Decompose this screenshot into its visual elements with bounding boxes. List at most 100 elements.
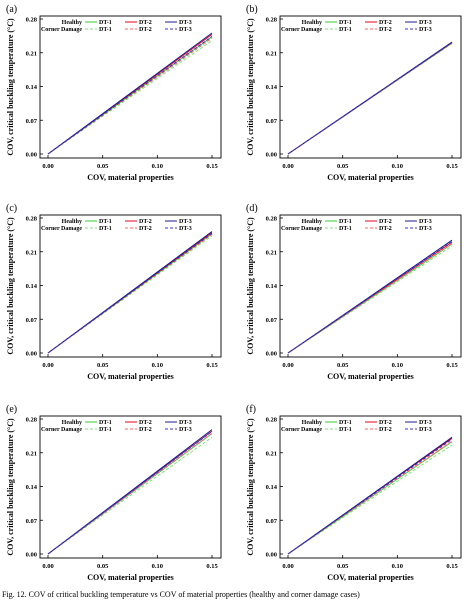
x-tick-label: 0.00 <box>42 362 53 369</box>
x-tick-label: 0.15 <box>206 362 218 369</box>
y-axis-title: COV, critical buckling temperature (°C) <box>246 217 255 355</box>
legend-row-label: Healthy <box>302 219 322 225</box>
chart-panel-2: (b) 0.00 0.07 0.14 0.21 0.28 0.00 0.05 0.10 0.15 C… <box>246 4 462 182</box>
series-line <box>47 235 213 354</box>
legend-row-label: Healthy <box>62 20 82 26</box>
x-tick-label: 0.10 <box>392 563 403 570</box>
x-tick-label: 0.10 <box>392 163 403 170</box>
y-tick-label: 0.14 <box>26 484 38 491</box>
series-line <box>47 40 213 155</box>
y-tick-label: 0.28 <box>266 417 278 424</box>
x-tick-label: 0.05 <box>337 163 349 170</box>
series-line <box>287 41 453 155</box>
y-tick-label: 0.14 <box>266 283 278 290</box>
panel-label: (c) <box>6 203 17 214</box>
legend-row-label: Corner Damage <box>41 226 82 232</box>
series-line <box>47 431 213 555</box>
x-tick-label: 0.10 <box>152 563 163 570</box>
panel-label: (d) <box>246 203 258 214</box>
legend-label: DT-2 <box>379 219 392 225</box>
legend-label: DT-1 <box>339 27 352 33</box>
legend-row-label: Corner Damage <box>281 226 322 232</box>
chart-panel-6: (f) 0.00 0.07 0.14 0.21 0.28 0.00 0.05 0.10 0.15 C… <box>246 404 462 582</box>
legend-label: DT-3 <box>179 420 192 426</box>
legend-label: DT-3 <box>179 27 192 33</box>
legend-label: DT-2 <box>139 420 152 426</box>
y-tick-label: 0.07 <box>26 118 38 125</box>
panel-label: (e) <box>6 404 17 415</box>
x-tick-label: 0.15 <box>206 563 218 570</box>
legend-label: DT-2 <box>139 226 152 232</box>
figure-caption: Fig. 12. COV of critical buckling temper… <box>2 590 360 599</box>
x-axis-title: COV, material properties <box>327 372 414 381</box>
chart-panel-4: (d) 0.00 0.07 0.14 0.21 0.28 0.00 0.05 0.10 0.15 C… <box>246 203 462 381</box>
legend-label: DT-3 <box>179 226 192 232</box>
y-tick-label: 0.21 <box>266 249 277 256</box>
y-tick-label: 0.28 <box>26 17 38 24</box>
legend-label: DT-2 <box>139 20 152 26</box>
legend-label: DT-1 <box>99 420 112 426</box>
series-line <box>47 433 213 555</box>
legend-row-label: Healthy <box>302 20 322 26</box>
y-tick-label: 0.14 <box>26 283 38 290</box>
y-tick-label: 0.21 <box>266 450 277 457</box>
legend-label: DT-3 <box>419 427 432 433</box>
y-axis-title: COV, critical buckling temperature (°C) <box>6 18 15 156</box>
y-tick-label: 0.00 <box>26 351 37 358</box>
y-tick-label: 0.00 <box>266 152 277 159</box>
legend-label: DT-2 <box>139 219 152 225</box>
plot-frame <box>279 214 462 358</box>
legend-label: DT-1 <box>339 427 352 433</box>
legend-label: DT-3 <box>419 226 432 232</box>
y-tick-label: 0.21 <box>26 50 37 57</box>
y-axis-title: COV, critical buckling temperature (°C) <box>246 418 255 556</box>
y-tick-label: 0.14 <box>26 84 38 91</box>
series-line <box>287 241 453 354</box>
x-tick-label: 0.15 <box>206 163 218 170</box>
y-tick-label: 0.00 <box>26 152 37 159</box>
legend-label: DT-3 <box>179 427 192 433</box>
legend-label: DT-1 <box>339 420 352 426</box>
legend-label: DT-3 <box>419 420 432 426</box>
legend-label: DT-3 <box>179 219 192 225</box>
x-axis-title: COV, material properties <box>87 573 174 582</box>
y-axis-title: COV, critical buckling temperature (°C) <box>6 217 15 355</box>
series-line <box>47 231 213 354</box>
legend-label: DT-1 <box>99 27 112 33</box>
x-tick-label: 0.05 <box>337 362 349 369</box>
x-axis-title: COV, material properties <box>327 173 414 182</box>
x-axis-title: COV, material properties <box>327 573 414 582</box>
y-axis-title: COV, critical buckling temperature (°C) <box>6 418 15 556</box>
y-tick-label: 0.00 <box>266 552 277 559</box>
x-tick-label: 0.00 <box>42 163 53 170</box>
legend-label: DT-1 <box>339 226 352 232</box>
x-tick-label: 0.10 <box>392 362 403 369</box>
y-tick-label: 0.28 <box>26 216 38 223</box>
legend-label: DT-1 <box>99 219 112 225</box>
legend-row-label: Corner Damage <box>41 27 82 33</box>
legend-label: DT-3 <box>179 20 192 26</box>
x-tick-label: 0.05 <box>97 362 109 369</box>
x-tick-label: 0.00 <box>282 563 293 570</box>
x-tick-label: 0.00 <box>282 362 293 369</box>
series-line <box>47 429 213 555</box>
legend-label: DT-2 <box>379 27 392 33</box>
series-line <box>287 239 453 354</box>
x-tick-label: 0.00 <box>282 163 293 170</box>
x-tick-label: 0.10 <box>152 362 163 369</box>
y-tick-label: 0.07 <box>266 518 278 525</box>
y-tick-label: 0.21 <box>26 450 37 457</box>
plot-frame <box>39 415 222 559</box>
series-line <box>287 444 453 555</box>
y-tick-label: 0.28 <box>266 216 278 223</box>
series-line <box>47 37 213 155</box>
y-axis-title: COV, critical buckling temperature (°C) <box>246 18 255 156</box>
legend-label: DT-1 <box>339 219 352 225</box>
chart-panel-5: (e) 0.00 0.07 0.14 0.21 0.28 0.00 0.05 0.10 0.15 C… <box>6 404 222 582</box>
y-tick-label: 0.07 <box>26 518 38 525</box>
chart-panel-1: (a) 0.00 0.07 0.14 0.21 0.28 0.00 0.05 0.10 0.15 C… <box>6 4 222 182</box>
y-tick-label: 0.14 <box>266 84 278 91</box>
plot-frame <box>39 15 222 159</box>
x-tick-label: 0.05 <box>337 563 349 570</box>
